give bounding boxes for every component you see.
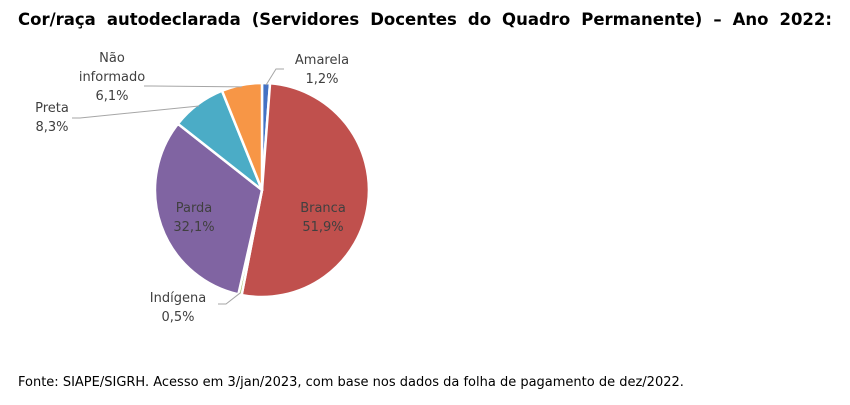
pie-slice-parda (153, 122, 264, 296)
leader-line-amarela (265, 68, 284, 86)
chart-title: Cor/raça autodeclarada (Servidores Docen… (18, 10, 832, 29)
pie-slice-branca (240, 82, 371, 299)
data-label-branca: Branca 51,9% (300, 201, 346, 235)
data-label-indigena: Indígena 0,5% (150, 291, 206, 325)
leader-line-preta (72, 105, 200, 119)
pie-slice-nao-informado (220, 81, 264, 192)
source-note: Fonte: SIAPE/SIGRH. Acesso em 3/jan/2023… (18, 375, 684, 390)
data-label-preta: Preta 8,3% (35, 101, 69, 135)
data-label-parda: Parda 32,1% (173, 201, 214, 235)
data-label-nao-informado: Não informado 6,1% (79, 51, 145, 104)
leader-line-indigena (218, 292, 241, 305)
data-label-amarela: Amarela 1,2% (295, 53, 349, 87)
leader-lines (72, 68, 284, 305)
leader-line-nao-informado (144, 85, 243, 88)
pie-slices (153, 81, 371, 299)
data-labels: Amarela 1,2% Branca 51,9% Indígena 0,5% Parda 3… (35, 51, 349, 325)
